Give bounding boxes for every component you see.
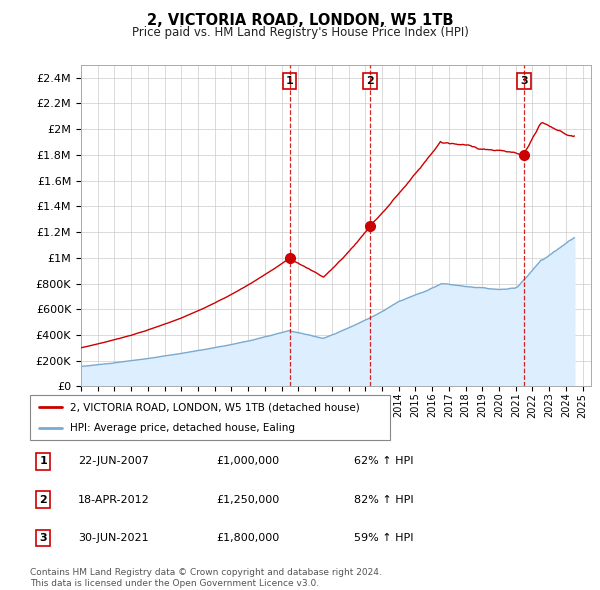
Text: 18-APR-2012: 18-APR-2012 <box>78 495 150 504</box>
Text: HPI: Average price, detached house, Ealing: HPI: Average price, detached house, Eali… <box>70 424 295 434</box>
Text: 3: 3 <box>520 76 528 86</box>
Text: 59% ↑ HPI: 59% ↑ HPI <box>354 533 413 543</box>
Text: 2, VICTORIA ROAD, LONDON, W5 1TB (detached house): 2, VICTORIA ROAD, LONDON, W5 1TB (detach… <box>70 402 359 412</box>
Text: 1: 1 <box>40 457 47 466</box>
Text: 3: 3 <box>40 533 47 543</box>
Text: 30-JUN-2021: 30-JUN-2021 <box>78 533 149 543</box>
Text: 2: 2 <box>40 495 47 504</box>
Text: 1: 1 <box>286 76 293 86</box>
Text: 22-JUN-2007: 22-JUN-2007 <box>78 457 149 466</box>
Text: 2: 2 <box>366 76 374 86</box>
Text: 2, VICTORIA ROAD, LONDON, W5 1TB: 2, VICTORIA ROAD, LONDON, W5 1TB <box>147 13 453 28</box>
Text: Contains HM Land Registry data © Crown copyright and database right 2024.
This d: Contains HM Land Registry data © Crown c… <box>30 568 382 588</box>
Text: Price paid vs. HM Land Registry's House Price Index (HPI): Price paid vs. HM Land Registry's House … <box>131 26 469 39</box>
Text: 62% ↑ HPI: 62% ↑ HPI <box>354 457 413 466</box>
Text: £1,000,000: £1,000,000 <box>216 457 279 466</box>
Text: 82% ↑ HPI: 82% ↑ HPI <box>354 495 413 504</box>
FancyBboxPatch shape <box>30 395 390 440</box>
Text: £1,250,000: £1,250,000 <box>216 495 279 504</box>
Text: £1,800,000: £1,800,000 <box>216 533 279 543</box>
